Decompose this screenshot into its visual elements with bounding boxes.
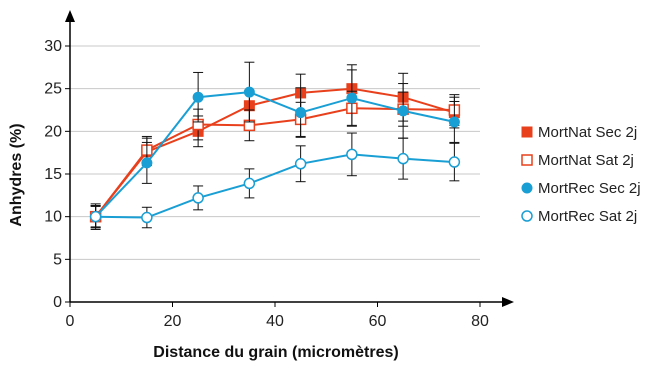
legend-item: MortRec Sat 2j [521,208,637,225]
data-point [397,152,409,165]
y-tick-label: 30 [44,38,62,55]
legend-label: MortRec Sec 2j [538,180,641,197]
x-tick-label: 80 [471,313,489,330]
data-point [448,156,461,168]
x-tick-label: 60 [369,313,387,330]
data-point [346,92,358,104]
legend-label: MortNat Sat 2j [538,152,634,169]
y-tick-label: 20 [44,123,62,140]
gridlines [70,45,480,260]
data-point [192,192,204,204]
y-tick-label: 15 [44,166,62,183]
legend-item: MortNat Sec 2j [521,124,637,141]
data-point [346,148,358,161]
series-line [94,91,455,218]
data-point [294,158,307,170]
legend-item: MortRec Sec 2j [521,180,641,197]
x-tick-label: 20 [164,313,182,330]
data-point [295,107,307,119]
y-axis-arrow [65,10,75,22]
legend-marker [521,182,533,194]
legend-marker [521,210,533,222]
y-tick-label: 25 [44,81,62,98]
y-axis-title: Anhydres (%) [8,123,25,226]
legend-marker [521,126,533,138]
series-line [94,87,455,218]
data-point [397,105,409,117]
data-point [448,116,460,128]
data-point [243,177,256,190]
legend: MortNat Sec 2j MortNat Sat 2j MortRec Sec … [521,124,641,225]
x-axis-title: Distance du grain (micromètres) [153,344,398,361]
data-point [89,210,102,223]
legend-marker [521,154,533,166]
y-tick-label: 10 [44,209,62,226]
series-group [89,61,461,230]
data-point [141,211,153,224]
series-line [95,153,455,219]
legend-label: MortNat Sec 2j [538,124,637,141]
x-tick-label: 40 [266,313,284,330]
axes: 0 5 10 15 20 25 30 0 20 40 60 80 [44,10,514,330]
x-axis-arrow [502,297,514,307]
data-point [243,86,255,98]
y-tick-label: 5 [53,251,62,268]
series-4 [89,132,461,229]
y-tick-label: 0 [53,294,62,311]
legend-item: MortNat Sat 2j [521,152,634,169]
x-tick-label: 0 [66,313,75,330]
data-point [192,91,204,103]
data-point [141,157,153,169]
legend-label: MortRec Sat 2j [538,208,637,225]
